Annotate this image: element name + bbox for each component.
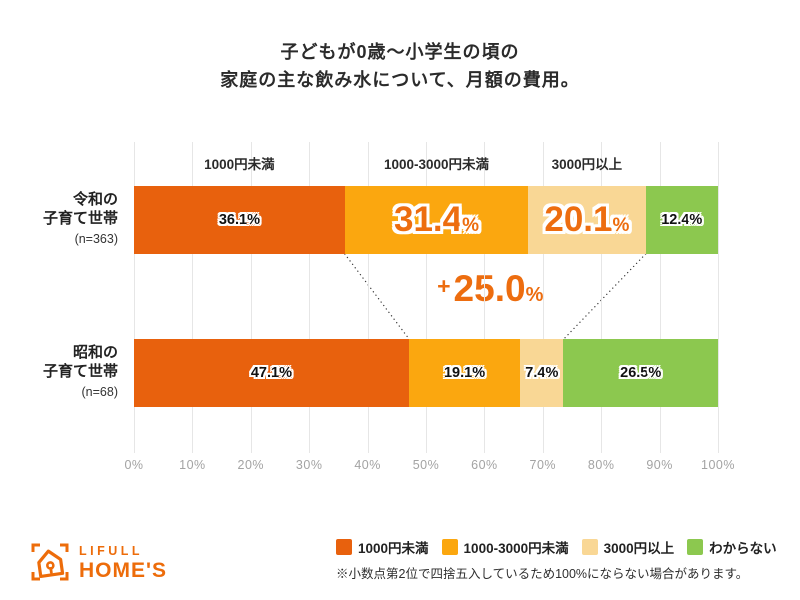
connector-line-after-segment-3	[563, 253, 647, 340]
row-label-line: 令和の	[72, 191, 118, 208]
segment-value-number: 7.4	[525, 365, 546, 381]
bar-segment: 47.1%	[134, 339, 409, 407]
legend-item-3: わからない	[687, 537, 777, 557]
segment-value-number: 19.1	[443, 365, 473, 381]
row-sample-size: (n=68)	[81, 385, 118, 399]
chart-title: 子どもが0歳〜小学生の頃の 家庭の主な飲み水について、月額の費用。	[0, 38, 800, 94]
bar-segment: 12.4%	[645, 186, 718, 254]
segment-value-number: 26.5	[620, 365, 649, 381]
legend-label: 1000円未満	[358, 541, 429, 556]
gridline-50	[426, 142, 427, 453]
legend-label: 3000円以上	[603, 541, 675, 556]
x-tick-30: 30%	[295, 458, 323, 472]
gridline-70	[542, 142, 544, 453]
bar-segment: 36.1%	[134, 186, 345, 254]
column-header-2: 3000円以上	[551, 157, 623, 172]
x-tick-20: 20%	[237, 458, 265, 472]
legend-label: 1000-3000円未満	[463, 541, 569, 556]
legend-item-0: 1000円未満	[336, 537, 429, 557]
segment-value-label: 36.1%	[219, 212, 260, 228]
x-tick-50: 50%	[412, 458, 440, 472]
gridline-90	[659, 142, 661, 453]
row-label-0: 令和の子育て世帯 (n=363)	[0, 190, 118, 248]
bar-segment: 7.4%	[520, 339, 564, 407]
gridline-0	[134, 142, 135, 453]
connector-dotted-lines	[344, 253, 647, 340]
segment-value-number: 20.1	[544, 200, 613, 239]
column-header-0: 1000円未満	[204, 157, 275, 172]
bar-segment: 26.5%	[563, 339, 718, 407]
legend-swatch	[687, 539, 704, 555]
row-sample-size: (n=363)	[74, 232, 118, 246]
segment-percent-sign: %	[612, 215, 630, 236]
segment-percent-sign: %	[279, 365, 292, 381]
lifull-homes-logo: LIFULL HOME'S	[30, 542, 167, 583]
annotation-percent-sign: %	[525, 284, 544, 306]
segment-percent-sign: %	[689, 212, 703, 228]
segment-percent-sign: %	[247, 212, 260, 228]
segment-value-label: 26.5%	[620, 365, 661, 381]
segment-percent-sign: %	[462, 215, 480, 236]
row-label-line: 子育て世帯	[42, 363, 118, 380]
legend-swatch	[441, 539, 458, 555]
segment-percent-sign: %	[472, 365, 486, 381]
segment-value-label: 31.4%	[394, 200, 479, 240]
x-tick-0: 0%	[124, 458, 144, 472]
plot-area: +25.0% 0% 10% 20% 30% 40% 50% 60% 70% 80% 90% 100%…	[124, 142, 734, 472]
legend-item-1: 1000-3000円未満	[441, 537, 569, 557]
footnote: ※小数点第2位で四捨五入しているため100%にならない場合があります。	[336, 567, 749, 581]
annotation-value: 25.0	[453, 268, 526, 309]
segment-percent-sign: %	[545, 365, 559, 381]
segment-value-number: 31.4	[393, 200, 463, 239]
gridline-20	[250, 142, 252, 453]
x-tick-100: 100%	[701, 458, 735, 472]
gridline-60	[484, 142, 486, 453]
legend-swatch	[581, 539, 598, 555]
segment-value-label: 19.1%	[444, 365, 485, 381]
logo-text: LIFULL HOME'S	[79, 542, 167, 583]
bar-segment: 19.1%	[408, 339, 521, 407]
segment-value-label: 7.4%	[525, 365, 558, 381]
logo-line2: HOME'S	[79, 559, 168, 582]
row-label-1: 昭和の子育て世帯 (n=68)	[0, 343, 118, 401]
segment-value-number: 12.4	[661, 212, 690, 228]
x-tick-80: 80%	[587, 458, 615, 472]
segment-value-label: 12.4%	[661, 212, 702, 228]
chart-title-line2: 家庭の主な飲み水について、月額の費用。	[220, 70, 580, 90]
segment-percent-sign: %	[648, 365, 662, 381]
legend-swatch	[336, 539, 352, 555]
x-tick-40: 40%	[354, 458, 381, 472]
x-tick-10: 10%	[179, 458, 206, 472]
segment-value-number: 36.1	[218, 212, 248, 228]
stacked-bar-row-1: 47.1% 19.1% 7.4% 26.5%	[134, 339, 718, 407]
gridline-30	[309, 142, 311, 453]
x-tick-90: 90%	[646, 458, 673, 472]
lifull-house-keyhole-icon	[31, 543, 69, 581]
gridline-40	[367, 142, 369, 453]
bar-segment: 20.1%	[528, 186, 646, 254]
x-tick-60: 60%	[471, 458, 498, 472]
annotation-plus-sign: +	[437, 273, 451, 299]
segment-value-label: 47.1%	[251, 365, 292, 381]
row-label-line: 子育て世帯	[42, 210, 118, 227]
segment-value-number: 47.1	[250, 365, 280, 381]
connector-line-after-segment-1	[344, 253, 410, 340]
difference-annotation: +25.0%	[437, 268, 543, 310]
stacked-bar-row-0: 36.1% 31.4% 20.1% 12.4%	[134, 186, 718, 254]
chart-title-line1: 子どもが0歳〜小学生の頃の	[280, 42, 520, 62]
bar-segment: 31.4%	[344, 186, 529, 254]
column-header-1: 1000-3000円未満	[383, 157, 490, 172]
gridline-80	[601, 142, 603, 453]
legend-label: わからない	[709, 541, 777, 556]
row-label-line: 昭和の	[72, 344, 118, 361]
x-tick-70: 70%	[529, 458, 557, 472]
gridline-100	[718, 142, 719, 453]
gridline-10	[192, 142, 194, 453]
legend: 1000円未満 1000-3000円未満 3000円以上 わからない	[336, 537, 777, 557]
legend-item-2: 3000円以上	[581, 537, 675, 557]
segment-value-label: 20.1%	[544, 200, 629, 240]
logo-line1: LIFULL	[79, 544, 144, 558]
